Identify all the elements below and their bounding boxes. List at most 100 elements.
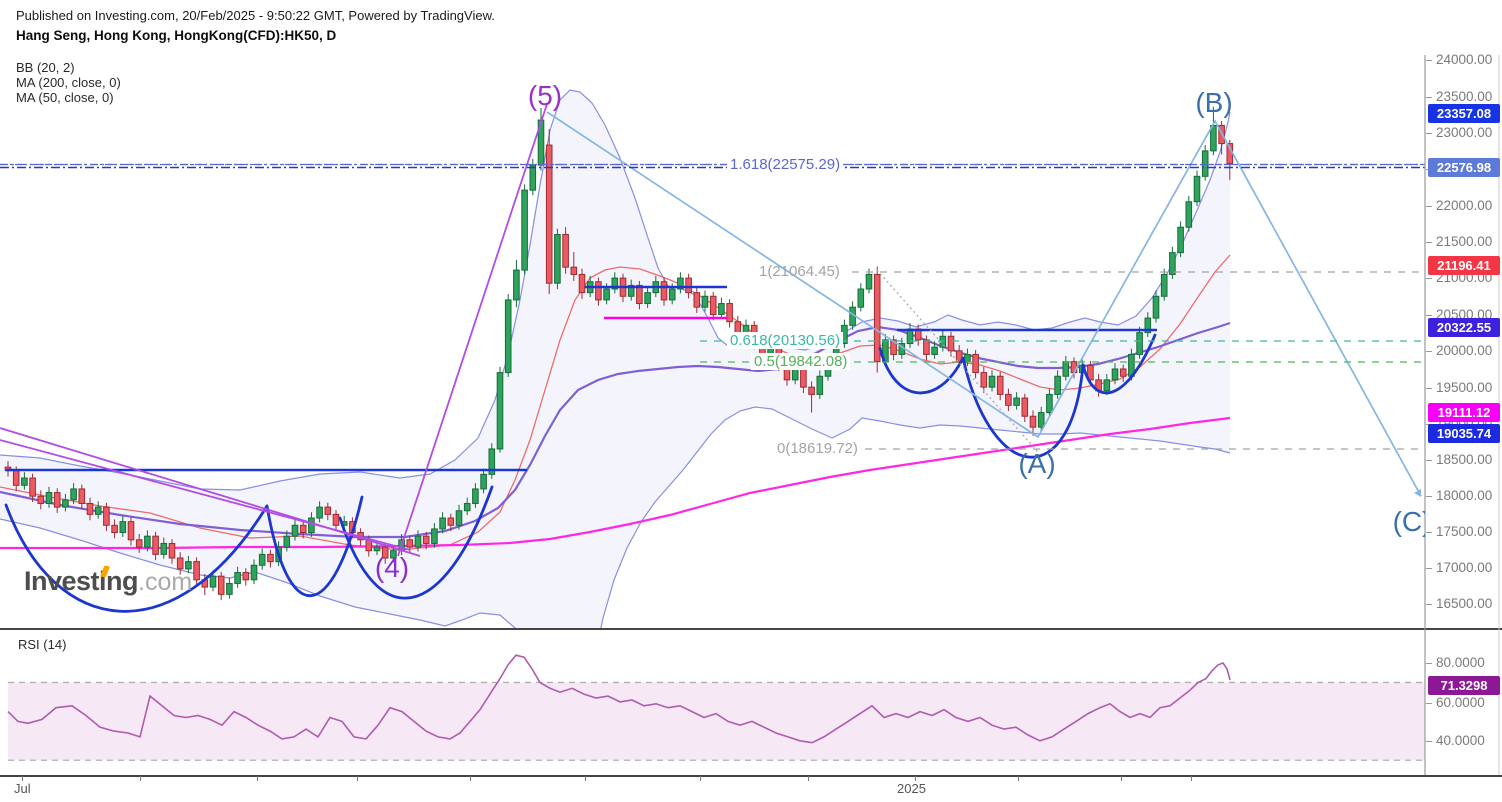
- candle: [611, 272, 619, 294]
- candle-body: [1046, 393, 1053, 414]
- candle-body: [1013, 397, 1020, 406]
- candle-body: [103, 506, 110, 526]
- candle: [873, 266, 881, 373]
- candle-body: [226, 582, 233, 595]
- yaxis-tick: [1426, 350, 1432, 352]
- candle-body: [1201, 150, 1209, 177]
- candle-body: [554, 233, 561, 284]
- yaxis-tick: [1426, 531, 1432, 533]
- candle-body: [1160, 273, 1168, 297]
- candle: [545, 129, 553, 295]
- candle: [1013, 392, 1020, 410]
- candle-body: [62, 499, 69, 508]
- pane-separator: [0, 628, 1502, 630]
- candle-body: [144, 535, 151, 548]
- symbol-title: Hang Seng, Hong Kong, HongKong(CFD):HK50…: [16, 28, 337, 43]
- candle: [1193, 170, 1201, 207]
- candle: [931, 341, 938, 359]
- candle-body: [931, 346, 938, 355]
- legend-ma200[interactable]: MA (200, close, 0): [16, 75, 121, 90]
- candle: [947, 331, 955, 357]
- yaxis-label: 19500.00: [1436, 380, 1493, 395]
- bb-fill-area: [0, 90, 1230, 629]
- wave-label: (C): [1392, 506, 1425, 537]
- xaxis-tick: [915, 776, 916, 781]
- candle: [267, 549, 274, 568]
- yaxis-tick: [1426, 277, 1432, 279]
- candle: [29, 473, 36, 503]
- candle: [447, 513, 455, 532]
- candle-body: [1029, 415, 1037, 428]
- candle-body: [373, 546, 381, 552]
- yaxis-label: 18500.00: [1436, 452, 1493, 467]
- candle-body: [119, 521, 127, 534]
- candle-body: [808, 386, 815, 395]
- candle-body: [209, 575, 217, 588]
- candle-body: [693, 292, 701, 308]
- candle-body: [447, 517, 455, 526]
- bottom-arc-5: [1081, 333, 1157, 395]
- yaxis-tick: [1426, 387, 1432, 389]
- zigzag-arrowhead-icon: [1414, 489, 1421, 497]
- candle-body: [644, 292, 651, 305]
- fib-level-label: 1.618(22575.29): [727, 155, 844, 173]
- legend-ma50[interactable]: MA (50, close, 0): [16, 90, 114, 105]
- candle-body: [439, 517, 446, 530]
- candle: [726, 299, 733, 328]
- candle: [62, 494, 69, 512]
- xaxis-tick: [1121, 776, 1122, 781]
- candle-body: [1054, 375, 1061, 395]
- candle: [1005, 388, 1012, 412]
- price-pane[interactable]: [0, 89, 1422, 802]
- candle: [135, 534, 143, 553]
- candle: [627, 279, 635, 301]
- candle-body: [324, 506, 332, 515]
- candle: [1119, 364, 1127, 383]
- candle-body: [152, 535, 159, 555]
- xaxis-tick: [808, 776, 809, 781]
- candle-body: [234, 572, 241, 584]
- wave-label: (5): [527, 80, 563, 111]
- candle: [226, 577, 233, 599]
- channel-line-2: [397, 103, 548, 557]
- candle-body: [972, 353, 979, 374]
- candle: [996, 371, 1004, 401]
- candle: [570, 251, 578, 282]
- candle-body: [21, 477, 28, 486]
- rsi-line: [7, 654, 1231, 744]
- legend-bb[interactable]: BB (20, 2): [16, 60, 75, 75]
- yaxis-label: 24000.00: [1436, 52, 1493, 67]
- candle-body: [923, 339, 930, 355]
- candle-body: [1087, 364, 1094, 381]
- candle-body: [890, 339, 897, 355]
- candle: [718, 297, 725, 319]
- candle-body: [316, 506, 323, 519]
- xaxis-line: [0, 775, 1502, 777]
- xaxis-tick: [470, 776, 471, 781]
- yaxis-tick: [1426, 205, 1432, 207]
- fib-level-label: 0.5(19842.08): [751, 353, 851, 370]
- candle: [595, 277, 602, 306]
- candle: [513, 259, 520, 308]
- rsi-legend[interactable]: RSI (14): [18, 637, 67, 652]
- yaxis-tick: [1426, 132, 1432, 134]
- candle-body: [70, 488, 77, 501]
- yaxis-label: 21500.00: [1436, 234, 1493, 249]
- candle: [488, 443, 496, 479]
- investing-logo-text: Investing: [24, 566, 139, 596]
- candle: [37, 490, 45, 510]
- candle-body: [701, 295, 709, 308]
- wave-label: (A): [1018, 448, 1056, 479]
- xaxis-tick: [1191, 776, 1192, 781]
- candle: [185, 555, 192, 574]
- candle-body: [504, 299, 512, 374]
- candle: [1185, 195, 1193, 232]
- yaxis-label: 17500.00: [1436, 524, 1493, 539]
- candle: [890, 335, 897, 361]
- ma200-line: [0, 416, 1231, 550]
- candle-body: [1103, 379, 1111, 392]
- candle-body: [988, 375, 996, 388]
- candle: [127, 517, 135, 546]
- candle: [1144, 312, 1152, 337]
